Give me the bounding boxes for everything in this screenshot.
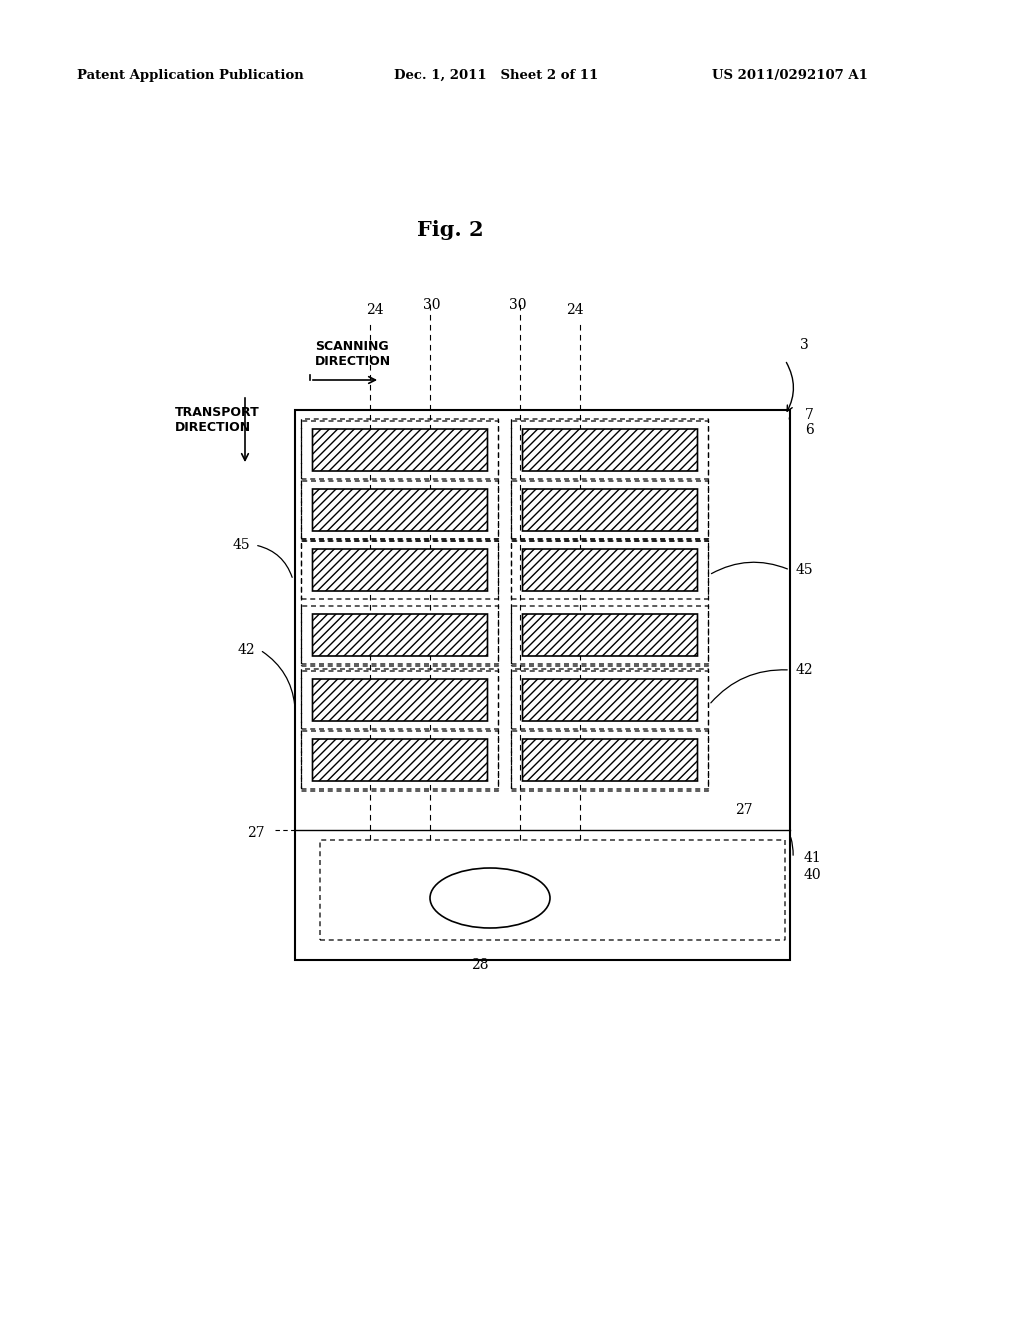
FancyBboxPatch shape (312, 429, 487, 471)
Text: 42: 42 (238, 643, 255, 657)
Text: Dec. 1, 2011   Sheet 2 of 11: Dec. 1, 2011 Sheet 2 of 11 (394, 69, 598, 82)
Text: 28: 28 (471, 958, 488, 972)
Text: US 2011/0292107 A1: US 2011/0292107 A1 (712, 69, 867, 82)
FancyBboxPatch shape (522, 678, 697, 721)
Ellipse shape (430, 869, 550, 928)
Text: TRANSPORT
DIRECTION: TRANSPORT DIRECTION (175, 407, 260, 434)
Text: 41: 41 (803, 851, 821, 865)
Text: 3: 3 (800, 338, 809, 352)
Text: 45: 45 (795, 564, 813, 577)
FancyBboxPatch shape (522, 488, 697, 531)
Text: 27: 27 (248, 826, 265, 840)
FancyBboxPatch shape (522, 614, 697, 656)
FancyBboxPatch shape (522, 429, 697, 471)
Text: 7: 7 (805, 408, 814, 422)
Text: 40: 40 (803, 869, 821, 882)
Text: 6: 6 (805, 422, 814, 437)
FancyBboxPatch shape (312, 614, 487, 656)
Text: Fig. 2: Fig. 2 (417, 220, 483, 240)
Text: 30: 30 (423, 298, 440, 312)
FancyBboxPatch shape (522, 739, 697, 781)
Text: Patent Application Publication: Patent Application Publication (77, 69, 303, 82)
FancyBboxPatch shape (312, 488, 487, 531)
FancyBboxPatch shape (312, 678, 487, 721)
Text: SCANNING
DIRECTION: SCANNING DIRECTION (315, 341, 391, 368)
FancyBboxPatch shape (312, 549, 487, 591)
Bar (295, 411, 790, 960)
Text: 24: 24 (566, 304, 584, 317)
Text: 30: 30 (509, 298, 526, 312)
FancyBboxPatch shape (312, 739, 487, 781)
Text: 42: 42 (795, 663, 813, 677)
Text: 27: 27 (735, 803, 753, 817)
FancyBboxPatch shape (522, 549, 697, 591)
Text: 45: 45 (232, 539, 250, 552)
Text: 24: 24 (367, 304, 384, 317)
